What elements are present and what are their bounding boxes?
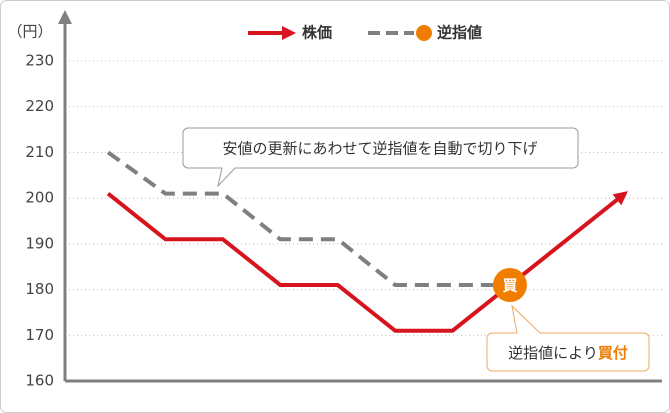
y-unit: （円） xyxy=(7,23,52,41)
series-line xyxy=(106,150,510,287)
y-axis-arrow xyxy=(58,10,72,24)
legend-dot xyxy=(416,25,432,41)
annotation-highlight: 買付 xyxy=(598,344,628,362)
y-tick-label: 160 xyxy=(25,372,54,390)
y-tick-label: 210 xyxy=(25,143,54,161)
buy-point xyxy=(492,268,527,302)
y-tick-label: 230 xyxy=(25,52,54,70)
callout xyxy=(182,127,579,188)
legend-label: 株価 xyxy=(302,24,332,42)
y-tick-label: 170 xyxy=(25,326,54,344)
legend-arrow xyxy=(282,26,296,40)
legend-label: 逆指値 xyxy=(437,24,482,42)
y-tick-label: 220 xyxy=(25,97,54,115)
y-tick-label: 190 xyxy=(25,234,54,252)
plot: 買 xyxy=(106,150,628,333)
series-line xyxy=(106,192,627,333)
buy-label: 買 xyxy=(502,277,517,295)
annotation: 安値の更新にあわせて逆指値を自動で切り下げ xyxy=(222,140,537,158)
arrow-head xyxy=(612,191,628,206)
annotation: 逆指値により買付 xyxy=(508,344,628,362)
y-tick-label: 200 xyxy=(25,189,54,207)
callout xyxy=(486,304,650,372)
annotation-text: 逆指値により xyxy=(508,344,598,362)
legend: 株価 逆指値 xyxy=(248,24,482,42)
y-tick-label: 180 xyxy=(25,280,54,298)
